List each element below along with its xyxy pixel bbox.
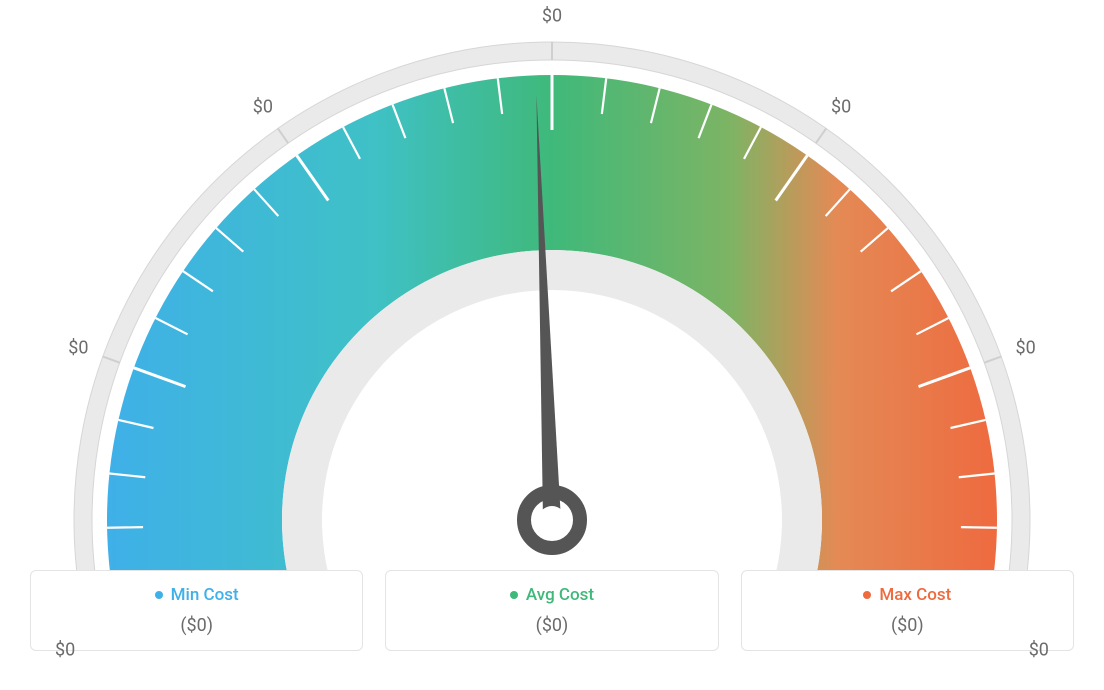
gauge-axis-label: $0 bbox=[1029, 640, 1049, 661]
legend-dot-min bbox=[155, 591, 163, 599]
gauge-axis-label: $0 bbox=[1015, 337, 1035, 358]
legend-card-avg: Avg Cost ($0) bbox=[385, 570, 718, 651]
legend-card-max: Max Cost ($0) bbox=[741, 570, 1074, 651]
gauge-axis-label: $0 bbox=[55, 640, 75, 661]
gauge-axis-label: $0 bbox=[542, 6, 562, 27]
legend-value-max: ($0) bbox=[752, 615, 1063, 636]
gauge-axis-label: $0 bbox=[68, 337, 88, 358]
gauge-axis-label: $0 bbox=[831, 97, 851, 118]
gauge-cost-chart: $0 $0 $0 $0 $0 $0 $0 Min Cost ($0) Avg Cost ($… bbox=[0, 0, 1104, 690]
legend-card-min: Min Cost ($0) bbox=[30, 570, 363, 651]
legend-label-min: Min Cost bbox=[171, 585, 239, 605]
legend-row: Min Cost ($0) Avg Cost ($0) Max Cost ($0… bbox=[30, 570, 1074, 651]
legend-dot-avg bbox=[510, 591, 518, 599]
gauge-svg bbox=[30, 10, 1074, 570]
legend-value-avg: ($0) bbox=[396, 615, 707, 636]
legend-value-min: ($0) bbox=[41, 615, 352, 636]
gauge-axis-label: $0 bbox=[253, 97, 273, 118]
legend-label-avg: Avg Cost bbox=[526, 585, 594, 605]
legend-dot-max bbox=[863, 591, 871, 599]
gauge-area: $0$0$0$0$0$0$0 bbox=[30, 10, 1074, 570]
legend-label-max: Max Cost bbox=[879, 585, 951, 605]
